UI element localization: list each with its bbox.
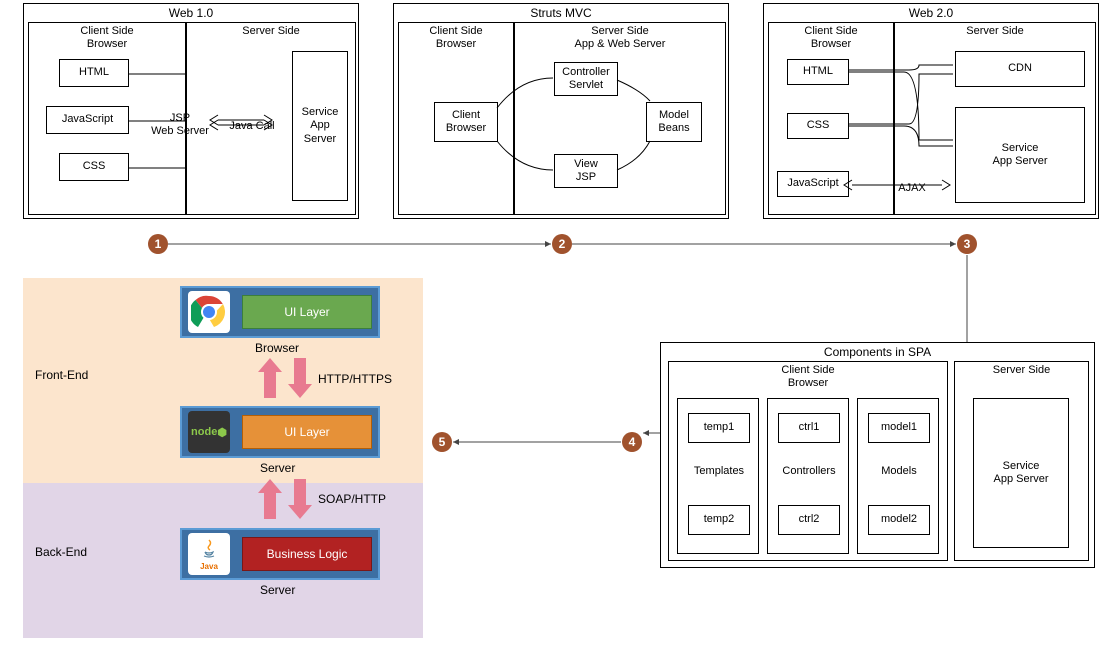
- biz-logic: Business Logic: [242, 537, 372, 571]
- java-layer: Java Business Logic: [180, 528, 380, 580]
- java-icon: Java: [188, 533, 230, 575]
- box-js: JavaScript: [46, 106, 129, 134]
- panel-title: Web 2.0: [764, 4, 1098, 22]
- lbl-server-1: Server: [260, 461, 295, 475]
- lbl-http: HTTP/HTTPS: [318, 372, 392, 386]
- arrow-down-2: [288, 479, 312, 519]
- client-title: Client Side Browser: [769, 23, 893, 53]
- node-icon: node⬢: [188, 411, 230, 453]
- box-html: HTML: [59, 59, 129, 87]
- lbl-server-2: Server: [260, 583, 295, 597]
- client-panel: Client Side Browser temp1 Templates temp…: [668, 361, 948, 561]
- box-html: HTML: [787, 59, 849, 85]
- panel-title: Struts MVC: [394, 4, 728, 22]
- lbl-jsp: JSP Web Server: [140, 112, 220, 138]
- lbl-controllers: Controllers: [776, 465, 842, 478]
- panel-title: Web 1.0: [24, 4, 358, 22]
- lbl-models: Models: [866, 465, 932, 478]
- browser-layer: UI Layer: [180, 286, 380, 338]
- box-client-browser: Client Browser: [434, 102, 498, 142]
- server-title: Server Side: [187, 23, 355, 40]
- arrow-down-1: [288, 358, 312, 398]
- client-title: Client Side Browser: [29, 23, 185, 53]
- box-c2: ctrl2: [778, 505, 840, 535]
- server-title: Server Side: [955, 362, 1088, 379]
- box-t2: temp2: [688, 505, 750, 535]
- server-panel: Server Side Service App Server: [954, 361, 1089, 561]
- col-templates: temp1 Templates temp2: [677, 398, 759, 554]
- chrome-icon: [188, 291, 230, 333]
- ui-layer-orange: UI Layer: [242, 415, 372, 449]
- panel-web10: Web 1.0 Client Side Browser HTML JavaScr…: [23, 3, 359, 219]
- badge-4: 4: [622, 432, 642, 452]
- col-models: model1 Models model2: [857, 398, 939, 554]
- badge-5: 5: [432, 432, 452, 452]
- box-m1: model1: [868, 413, 930, 443]
- arrow-up-2: [258, 479, 282, 519]
- box-m2: model2: [868, 505, 930, 535]
- node-layer: node⬢ UI Layer: [180, 406, 380, 458]
- badge-2: 2: [552, 234, 572, 254]
- box-cdn: CDN: [955, 51, 1085, 87]
- lbl-templates: Templates: [686, 465, 752, 478]
- box-service: Service App Server: [973, 398, 1069, 548]
- panel-web20: Web 2.0 Client Side Browser HTML CSS Jav…: [763, 3, 1099, 219]
- server-title: Server Side: [895, 23, 1095, 40]
- box-css: CSS: [59, 153, 129, 181]
- java-text: Java: [200, 562, 218, 571]
- node-text: node: [191, 426, 217, 438]
- box-model: Model Beans: [646, 102, 702, 142]
- badge-3: 3: [957, 234, 977, 254]
- arrow-up-1: [258, 358, 282, 398]
- lbl-ajax: AJAX: [892, 182, 932, 195]
- box-controller: Controller Servlet: [554, 62, 618, 96]
- client-panel: Client Side Browser HTML CSS JavaScript: [768, 22, 894, 215]
- box-js: JavaScript: [777, 171, 849, 197]
- box-t1: temp1: [688, 413, 750, 443]
- panel-struts: Struts MVC Client Side Browser Server Si…: [393, 3, 729, 219]
- lbl-javacall: Java Call: [226, 120, 278, 133]
- client-title: Client Side Browser: [399, 23, 513, 53]
- ui-layer-green: UI Layer: [242, 295, 372, 329]
- box-service: Service App Server: [292, 51, 348, 201]
- box-service: Service App Server: [955, 107, 1085, 203]
- box-css: CSS: [787, 113, 849, 139]
- box-c1: ctrl1: [778, 413, 840, 443]
- lbl-backend: Back-End: [35, 545, 87, 559]
- panel-spa: Components in SPA Client Side Browser te…: [660, 342, 1095, 568]
- lbl-browser: Browser: [255, 341, 299, 355]
- client-title: Client Side Browser: [669, 362, 947, 392]
- box-view: View JSP: [554, 154, 618, 188]
- lbl-frontend: Front-End: [35, 368, 88, 382]
- server-title: Server Side App & Web Server: [515, 23, 725, 53]
- col-controllers: ctrl1 Controllers ctrl2: [767, 398, 849, 554]
- lbl-soap: SOAP/HTTP: [318, 492, 386, 506]
- panel-title: Components in SPA: [661, 343, 1094, 361]
- badge-1: 1: [148, 234, 168, 254]
